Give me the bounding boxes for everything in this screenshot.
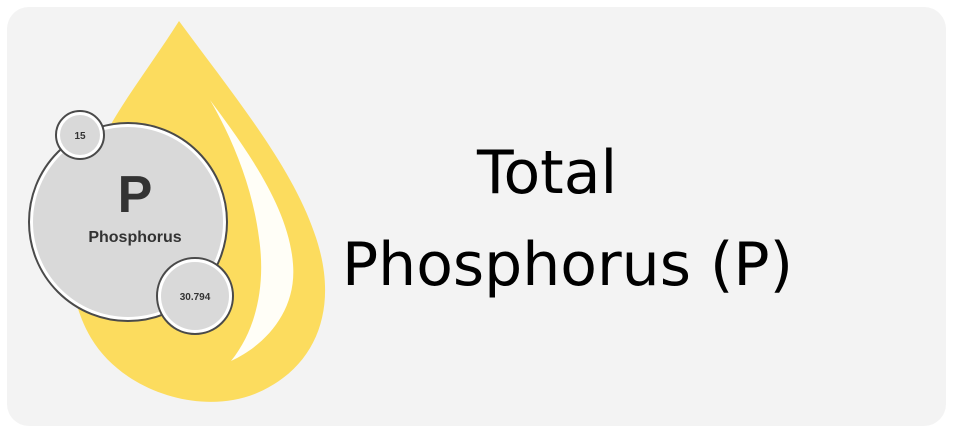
- atomic-number: 15: [74, 131, 86, 142]
- atomic-mass-fill: [161, 262, 229, 330]
- element-symbol: P: [118, 166, 153, 224]
- atomic-number-fill: [60, 115, 100, 155]
- page-title: Total Phosphorus (P): [307, 127, 927, 311]
- phosphorus-illustration: P Phosphorus 15 30.794: [28, 21, 326, 402]
- atomic-mass: 30.794: [180, 292, 211, 303]
- title-line-phosphorus: Phosphorus (P): [342, 230, 794, 300]
- droplet-highlight: [210, 100, 294, 361]
- title-line-total: Total: [477, 138, 618, 208]
- info-card: P Phosphorus 15 30.794 Total Phosphorus …: [7, 7, 946, 426]
- element-name: Phosphorus: [88, 229, 181, 246]
- element-badge: P Phosphorus 15 30.794: [28, 110, 234, 335]
